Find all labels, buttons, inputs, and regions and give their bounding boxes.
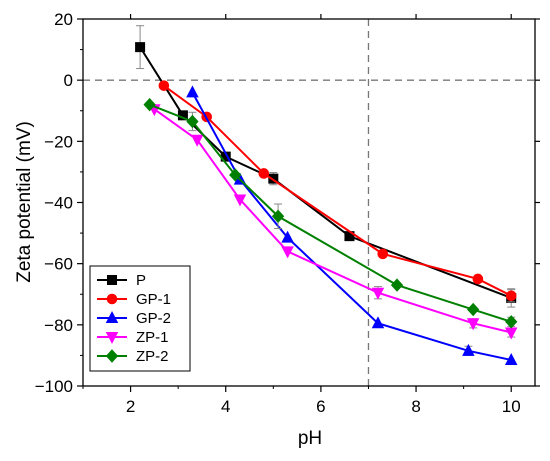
data-point [377, 248, 389, 260]
series-line [139, 46, 512, 299]
x-tick-label: 6 [316, 397, 325, 416]
y-tick-label: −60 [44, 255, 73, 274]
legend: P GP-1 GP-2 ZP-1 ZP-2 [89, 265, 191, 372]
data-point [505, 290, 517, 302]
x-tick-label: 10 [502, 397, 521, 416]
data-point [143, 97, 156, 112]
legend-marker [105, 331, 119, 344]
data-point [186, 114, 199, 129]
data-point [371, 287, 385, 300]
data-point [258, 168, 270, 179]
data-point [371, 316, 385, 329]
x-axis-title: pH [298, 428, 322, 449]
legend-marker [105, 311, 119, 324]
legend-entry: GP-2 [97, 310, 171, 327]
legend-marker [106, 293, 118, 305]
data-point [271, 209, 285, 223]
y-tick-label: 0 [64, 71, 73, 90]
series-zp-2 [143, 97, 518, 329]
data-point [504, 353, 518, 366]
data-point [190, 134, 204, 147]
x-tick-label: 8 [411, 397, 420, 416]
legend-label: ZP-1 [136, 329, 169, 346]
legend-entry: ZP-1 [97, 329, 169, 346]
x-tick-label: 4 [221, 397, 230, 416]
series-line [163, 84, 512, 297]
data-point [467, 302, 480, 317]
data-point [186, 85, 199, 98]
y-axis-title: Zeta potential (mV) [14, 121, 35, 283]
legend-label: P [136, 272, 146, 289]
data-point [233, 194, 247, 207]
reference-lines [83, 19, 535, 386]
data-point [390, 278, 404, 292]
y-tick-label: −100 [35, 377, 73, 396]
y-tick-label: 20 [54, 10, 73, 29]
legend-marker [105, 349, 119, 363]
legend-entry: P [97, 272, 146, 289]
data-point [158, 80, 170, 91]
data-point [229, 168, 242, 182]
y-tick-label: −20 [44, 132, 73, 151]
data-point [462, 343, 475, 356]
data-point [281, 230, 294, 243]
legend-entry: ZP-2 [97, 348, 169, 365]
data-point [505, 315, 518, 329]
legend-entry: GP-1 [97, 291, 171, 308]
data-point [281, 246, 294, 259]
data-point [135, 42, 146, 53]
legend-label: ZP-2 [136, 348, 169, 365]
series-line [191, 91, 512, 361]
tick-labels: 2 4 6 8 10 20 0 −20 −40 −60 −80 −100 [35, 10, 521, 416]
y-tick-label: −80 [44, 316, 73, 335]
legend-label: GP-1 [136, 291, 171, 308]
y-tick-label: −40 [44, 194, 73, 213]
legend-label: GP-2 [136, 310, 171, 327]
x-tick-label: 2 [126, 397, 135, 416]
data-point [268, 173, 279, 184]
legend-marker [107, 274, 118, 285]
axis-ticks [77, 14, 540, 392]
series-layer [135, 25, 518, 366]
data-point [466, 318, 480, 331]
data-point [472, 273, 484, 285]
